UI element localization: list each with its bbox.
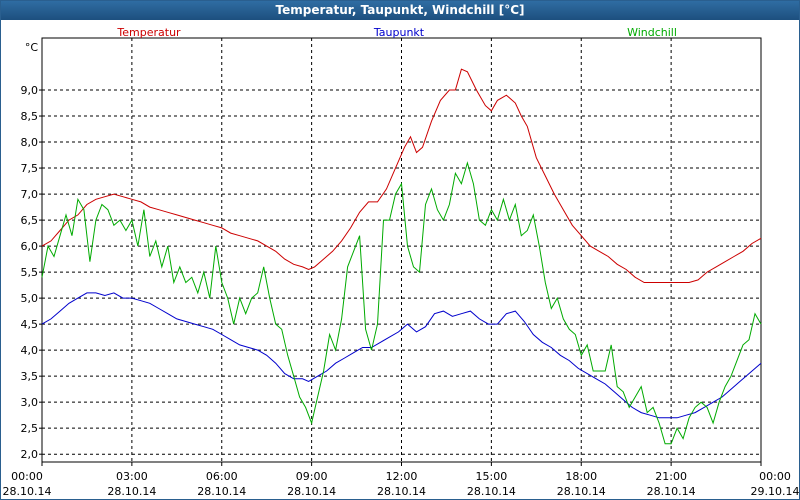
x-tick-label-time: 00:00 <box>11 470 43 483</box>
y-tick-label: 7,5 <box>21 162 39 175</box>
x-tick-label-time: 03:00 <box>116 470 148 483</box>
legend-entry-windchill: Windchill <box>627 26 677 39</box>
y-tick-label: 6,0 <box>21 240 39 253</box>
series-line-taupunkt <box>41 292 762 419</box>
y-tick-label: 2,5 <box>21 422 39 435</box>
x-tick-label-date: 28.10.14 <box>467 485 516 498</box>
y-tick-label: 2,0 <box>21 448 39 461</box>
series-line-windchill <box>41 161 762 445</box>
x-tick-label-date: 28.10.14 <box>197 485 246 498</box>
y-tick-label: 8,0 <box>21 136 39 149</box>
x-tick-label-date: 28.10.14 <box>287 485 336 498</box>
x-tick-label-time: 21:00 <box>655 470 687 483</box>
x-tick-label-time: 12:00 <box>386 470 418 483</box>
y-tick-label: 9,0 <box>21 84 39 97</box>
y-tick-label: 6,5 <box>21 214 39 227</box>
y-tick-label: 8,5 <box>21 110 39 123</box>
x-tick-label-date: 28.10.14 <box>647 485 696 498</box>
y-tick-label: 4,0 <box>21 344 39 357</box>
y-tick-label: 5,5 <box>21 266 39 279</box>
x-tick-label-time: 09:00 <box>296 470 328 483</box>
y-tick-label: 7,0 <box>21 188 39 201</box>
x-tick-label-time: 15:00 <box>476 470 508 483</box>
x-tick-label-time: 06:00 <box>206 470 238 483</box>
y-tick-label: 4,5 <box>21 318 39 331</box>
y-axis-label: °C <box>25 41 39 54</box>
x-tick-label-date: 29.10.14 <box>751 485 799 498</box>
x-tick-label-time: 18:00 <box>565 470 597 483</box>
y-tick-label: 5,0 <box>21 292 39 305</box>
series-line-temperatur <box>41 68 762 283</box>
y-tick-label: 3,0 <box>21 396 39 409</box>
x-tick-label-time: 00:00 <box>759 470 791 483</box>
y-tick-label: 3,5 <box>21 370 39 383</box>
x-tick-label-date: 28.10.14 <box>107 485 156 498</box>
x-tick-label-date: 28.10.14 <box>557 485 606 498</box>
chart-title: Temperatur, Taupunkt, Windchill [°C] <box>1 1 799 20</box>
legend-entry-temperatur: Temperatur <box>116 26 181 39</box>
legend-entry-taupunkt: Taupunkt <box>373 26 425 39</box>
x-tick-label-date: 28.10.14 <box>377 485 426 498</box>
x-tick-label-date: 28.10.14 <box>3 485 52 498</box>
